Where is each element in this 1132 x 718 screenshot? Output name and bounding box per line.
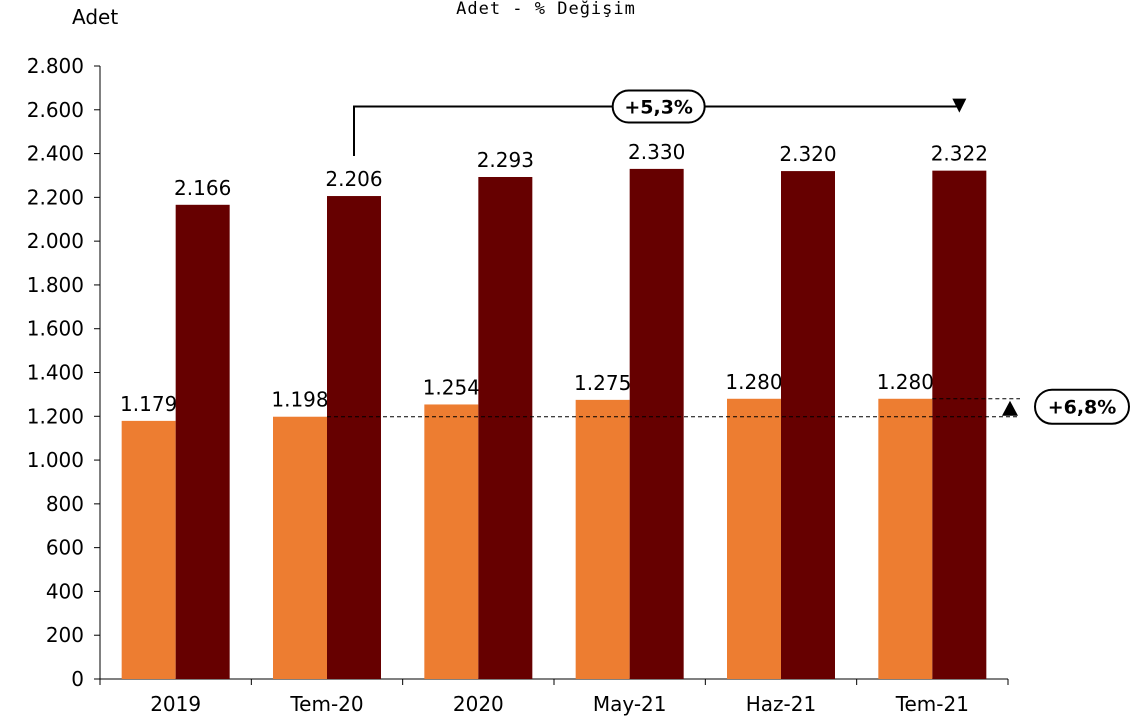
bar xyxy=(932,170,987,679)
data-label: 1.198 xyxy=(271,388,328,412)
data-label: 2.293 xyxy=(477,148,534,172)
bar xyxy=(175,204,230,679)
x-tick-label: Tem-21 xyxy=(895,692,969,716)
data-label: 1.275 xyxy=(574,371,631,395)
bar xyxy=(273,416,327,679)
data-label: 1.254 xyxy=(423,375,480,399)
arrow-head xyxy=(1002,400,1018,416)
bar xyxy=(424,404,479,679)
callout-text: +5,3% xyxy=(624,97,693,119)
x-tick-label: May-21 xyxy=(593,692,667,716)
y-tick-label: 1.600 xyxy=(27,317,84,341)
bar xyxy=(878,398,933,679)
callout-bubble xyxy=(611,89,706,124)
y-tick-label: 600 xyxy=(46,536,84,560)
bar xyxy=(478,176,533,680)
data-label: 1.179 xyxy=(120,392,177,416)
chart-title: Adet - % Değişim xyxy=(456,0,636,19)
y-axis-label: Adet xyxy=(72,5,118,29)
bar xyxy=(727,398,781,679)
y-tick-label: 0 xyxy=(71,667,84,691)
y-tick-label: 2.400 xyxy=(27,142,84,166)
arrow-head xyxy=(952,98,967,113)
bar xyxy=(327,196,381,679)
y-tick-label: 1.000 xyxy=(27,448,84,472)
data-label: 2.322 xyxy=(931,142,988,166)
y-tick-label: 800 xyxy=(46,492,84,516)
y-tick-label: 2.800 xyxy=(27,54,84,78)
y-tick-label: 400 xyxy=(46,579,84,603)
x-tick-label: 2019 xyxy=(150,692,201,716)
callout-text: +6,8% xyxy=(1048,397,1117,419)
x-tick-label: Haz-21 xyxy=(746,692,816,716)
y-tick-label: 200 xyxy=(46,623,84,647)
data-label: 2.330 xyxy=(628,140,685,164)
x-tick-label: 2020 xyxy=(453,692,504,716)
bar xyxy=(121,420,176,679)
y-tick-label: 1.400 xyxy=(27,361,84,385)
data-label: 1.280 xyxy=(725,370,782,394)
data-label: 2.166 xyxy=(174,176,231,200)
y-tick-label: 2.200 xyxy=(27,185,84,209)
y-tick-label: 1.200 xyxy=(27,404,84,428)
y-tick-label: 2.000 xyxy=(27,229,84,253)
data-label: 2.206 xyxy=(325,167,382,191)
callout-bubble xyxy=(1034,388,1130,425)
x-tick-label: Tem-20 xyxy=(289,692,363,716)
bar xyxy=(629,168,684,679)
data-label: 1.280 xyxy=(877,370,934,394)
bar xyxy=(575,399,630,679)
data-label: 2.320 xyxy=(779,142,836,166)
y-tick-label: 1.800 xyxy=(27,273,84,297)
bar xyxy=(781,171,835,680)
y-tick-label: 2.600 xyxy=(27,98,84,122)
